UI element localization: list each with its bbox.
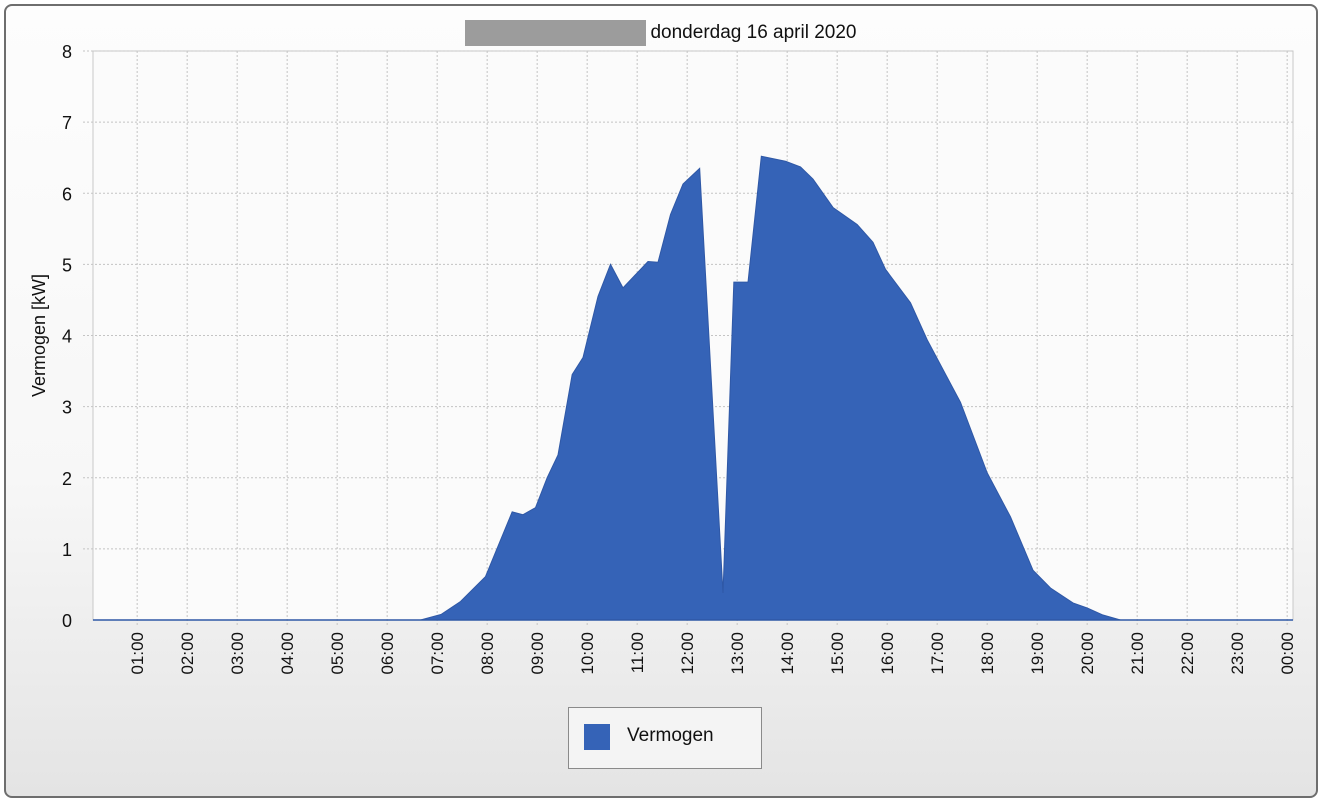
- x-tick-label: 01:00: [128, 632, 147, 675]
- redacted-title-prefix: [465, 20, 647, 46]
- x-tick-label: 21:00: [1128, 632, 1147, 675]
- y-tick-label: 8: [62, 42, 72, 62]
- x-tick-label: 07:00: [428, 632, 447, 675]
- x-tick-label: 14:00: [778, 632, 797, 675]
- x-tick-label: 05:00: [328, 632, 347, 675]
- x-tick-label: 17:00: [928, 632, 947, 675]
- x-tick-label: 16:00: [878, 632, 897, 675]
- x-tick-label: 10:00: [578, 632, 597, 675]
- legend: Vermogen: [568, 707, 762, 769]
- chart-title: donderdag 16 april 2020: [0, 20, 1322, 46]
- area-series-vermogen: [97, 155, 1288, 621]
- legend-label: Vermogen: [627, 725, 714, 746]
- x-tick-label: 22:00: [1178, 632, 1197, 675]
- x-tick-label: 11:00: [628, 632, 647, 673]
- x-tick-label: 20:00: [1078, 632, 1097, 675]
- y-tick-label: 0: [62, 611, 72, 631]
- x-tick-label: 06:00: [378, 632, 397, 675]
- y-tick-label: 4: [62, 327, 72, 347]
- y-tick-label: 2: [62, 469, 72, 489]
- x-tick-label: 00:00: [1278, 632, 1297, 675]
- y-axis-label: Vermogen [kW]: [29, 274, 49, 397]
- x-tick-label: 02:00: [178, 632, 197, 675]
- x-tick-label: 15:00: [828, 632, 847, 675]
- y-tick-label: 6: [62, 184, 72, 204]
- x-tick-label: 08:00: [478, 632, 497, 675]
- x-tick-label: 23:00: [1228, 632, 1247, 675]
- y-tick-label: 3: [62, 398, 72, 418]
- y-tick-label: 5: [62, 255, 72, 275]
- x-tick-label: 03:00: [228, 632, 247, 675]
- x-tick-label: 12:00: [678, 632, 697, 675]
- legend-swatch: [584, 724, 610, 750]
- x-tick-label: 04:00: [278, 632, 297, 675]
- x-tick-label: 19:00: [1028, 632, 1047, 675]
- x-tick-label: 18:00: [978, 632, 997, 675]
- y-tick-label: 1: [62, 540, 72, 560]
- x-tick-label: 09:00: [528, 632, 547, 675]
- x-tick-label: 13:00: [728, 632, 747, 675]
- chart-title-text: donderdag 16 april 2020: [650, 22, 857, 43]
- y-tick-label: 7: [62, 113, 72, 133]
